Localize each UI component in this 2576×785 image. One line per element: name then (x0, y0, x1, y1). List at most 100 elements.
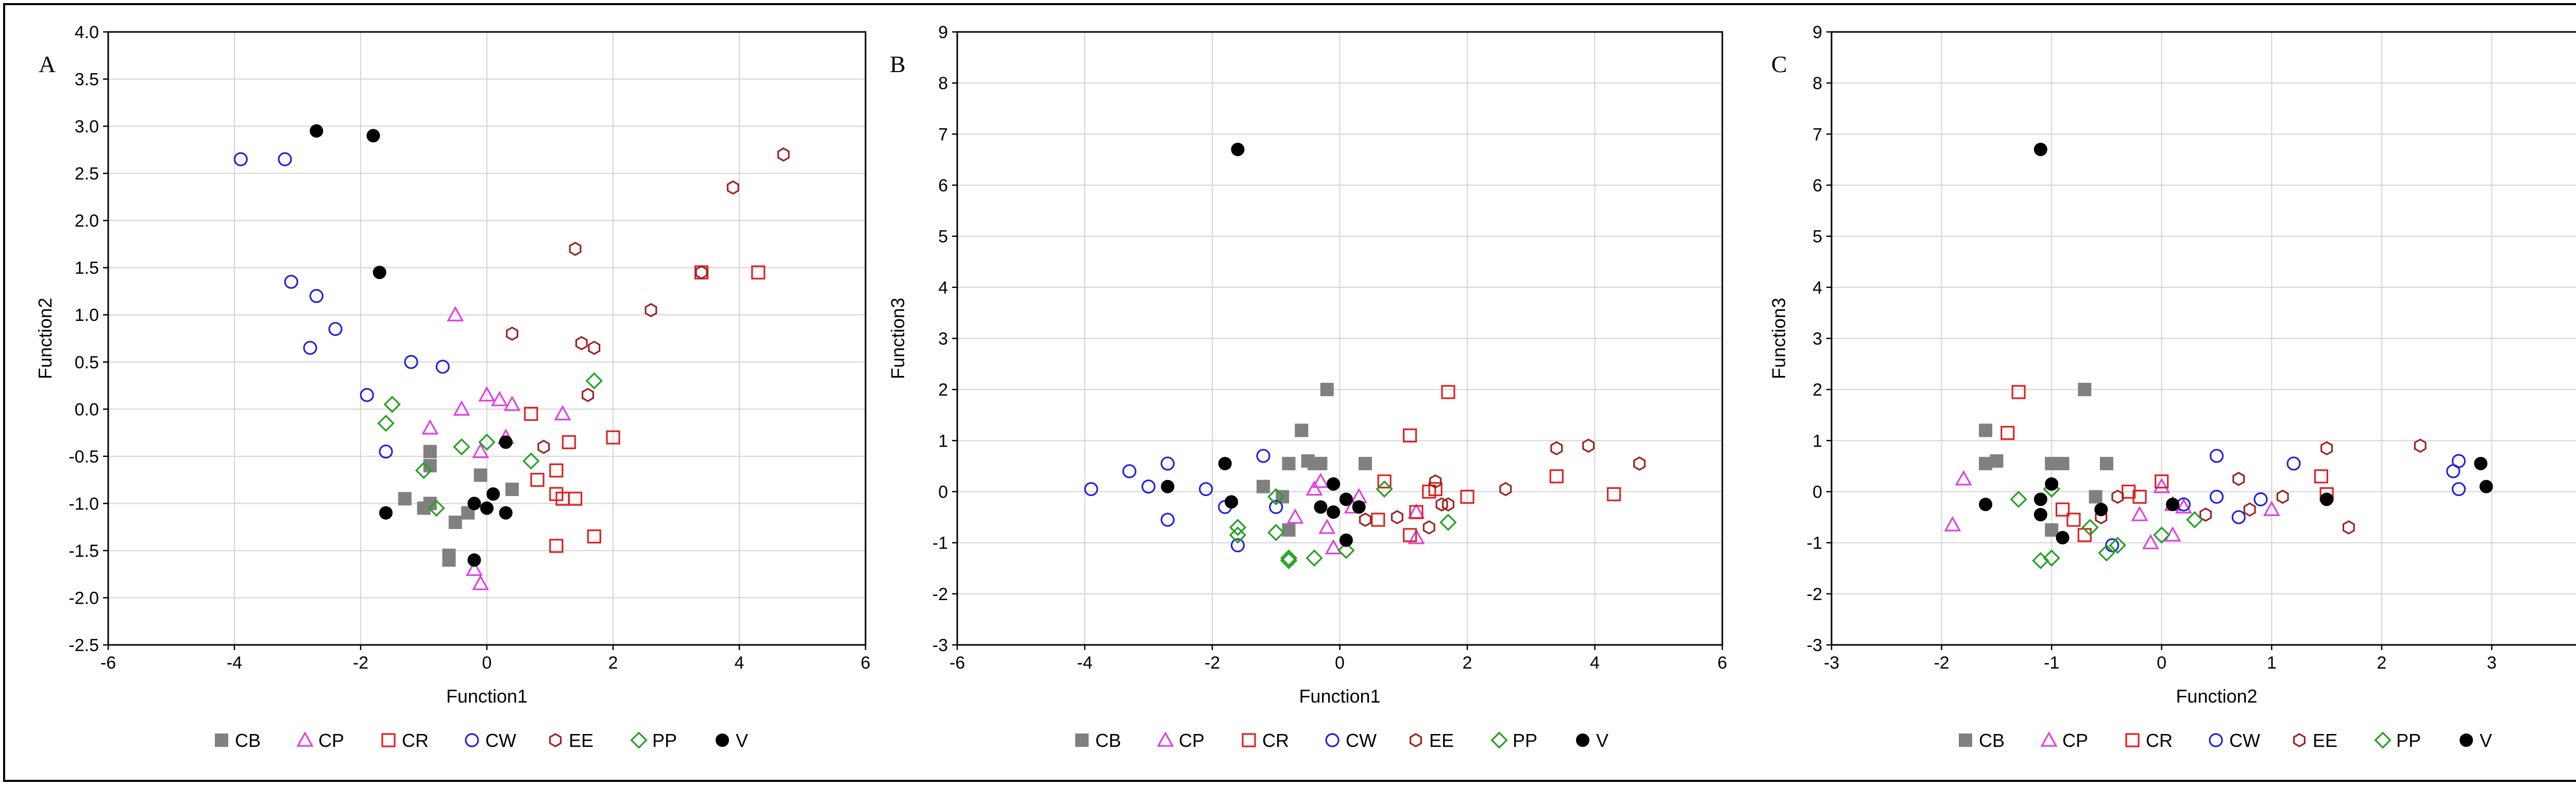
data-point-ee (2276, 489, 2289, 504)
data-point-pp (2186, 511, 2204, 528)
legend-marker-cp (2040, 731, 2058, 747)
data-point-cp (490, 390, 509, 406)
data-point-pp (2109, 536, 2126, 554)
data-point-ee (505, 326, 519, 341)
panel-b-ytick-label: -1 (933, 534, 948, 553)
panel-a-xtick-label: 2 (608, 653, 618, 673)
data-point-v (467, 497, 481, 510)
legend-label-ee: EE (569, 730, 594, 751)
data-point-cw (278, 152, 292, 166)
data-point-cw (1122, 464, 1137, 479)
data-point-cb (398, 492, 412, 506)
data-point-v (2033, 508, 2047, 522)
data-point-cb (423, 445, 437, 458)
panel-c-ytick-label: 4 (1812, 278, 1822, 298)
data-point-cp (478, 386, 496, 402)
data-point-cp (1325, 539, 1342, 555)
data-point-cw (1084, 482, 1098, 497)
panel-c-legend: CB CP CR CW EE PP V (1959, 730, 2492, 751)
panel-a-series-pp (377, 372, 603, 517)
data-point-cw (284, 275, 298, 289)
data-point-cw (2209, 489, 2224, 504)
panel-c-xtick-label: 3 (2487, 653, 2497, 673)
data-point-cr (530, 473, 545, 487)
legend-marker-v (2460, 733, 2473, 747)
panel-b-y-axis-label: Function3 (887, 298, 908, 379)
panel-a-ytick-label: -0.5 (69, 447, 99, 467)
panel-c-y-axis-label: Function3 (1768, 298, 1789, 379)
data-point-pp (1229, 526, 1247, 544)
data-point-ee (645, 303, 657, 317)
panel-a-label: A (39, 51, 56, 77)
data-point-cp (2263, 501, 2280, 516)
data-point-pp (415, 462, 433, 479)
data-point-cr (587, 529, 601, 544)
data-point-cr (549, 463, 564, 477)
data-point-cb (505, 482, 519, 496)
data-point-v (480, 501, 494, 515)
data-point-ee (1582, 438, 1595, 453)
data-point-v (1352, 500, 1366, 514)
legend-label-v: V (1596, 730, 1608, 751)
data-point-cb (448, 516, 462, 529)
panel-c-series-v (1979, 143, 2493, 544)
data-point-cp (1944, 516, 1961, 532)
panel-a-ytick-label: 2.0 (75, 211, 99, 231)
data-point-pp (1306, 549, 1323, 567)
legend-marker-ee (1410, 733, 1422, 747)
data-point-cw (328, 322, 343, 336)
legend-label-cp: CP (1179, 730, 1205, 751)
data-point-pp (1267, 488, 1285, 506)
data-point-cp (2131, 506, 2148, 521)
data-point-cw (1230, 538, 1245, 553)
data-point-v (379, 506, 393, 520)
data-point-cr (2066, 513, 2081, 527)
legend-label-v: V (736, 730, 748, 751)
data-point-cw (2451, 482, 2466, 497)
legend-marker-cw (1325, 733, 1340, 747)
legend-label-pp: PP (2396, 730, 2421, 751)
data-point-cb (1314, 456, 1328, 470)
data-point-cp (421, 419, 439, 435)
data-point-v (1231, 143, 1245, 157)
panel-a-xtick-label: -2 (353, 653, 368, 673)
panel-c-label: C (1771, 51, 1787, 77)
panel-c-series-pp (2010, 480, 2204, 570)
legend-marker-pp (630, 731, 648, 749)
panel-c-points (1944, 143, 2493, 570)
legend-label-cr: CR (1262, 730, 1289, 751)
data-point-cr (549, 539, 564, 553)
data-point-cb (473, 468, 487, 482)
panel-c-xtick-label: 0 (2157, 653, 2166, 673)
data-point-cb (1295, 423, 1309, 437)
data-point-ee (1442, 497, 1454, 512)
data-point-cb (2045, 523, 2059, 537)
panel-a-y-axis-label: Function2 (35, 298, 56, 379)
panel-a-x-axis-label: Function1 (446, 686, 528, 707)
data-point-cw (2286, 456, 2301, 471)
data-point-cw (1141, 479, 1156, 494)
panel-c-ytick-label: 6 (1812, 176, 1822, 196)
panel-b-series-pp (1229, 480, 1457, 570)
data-point-v (2045, 477, 2059, 491)
panel-a-xtick-label: -4 (227, 653, 242, 673)
panel-b-x-axis-label: Function1 (1299, 686, 1380, 707)
data-point-ee (1499, 482, 1512, 497)
panel-b-ytick-label: 8 (938, 74, 948, 93)
data-point-cp (472, 442, 489, 458)
data-point-v (1327, 477, 1341, 491)
data-point-cw (2253, 492, 2268, 506)
panel-b-xtick-label: -6 (950, 653, 965, 673)
panel-a-points (233, 124, 790, 590)
data-point-v (372, 265, 386, 279)
data-point-cr (1441, 385, 1455, 399)
panel-a-ytick-label: -2.5 (69, 636, 99, 655)
data-point-cr (1377, 474, 1392, 489)
data-point-v (1225, 495, 1239, 509)
data-point-cp (447, 306, 464, 321)
data-point-ee (1435, 497, 1448, 512)
legend-label-cb: CB (235, 730, 261, 751)
data-point-pp (2043, 549, 2060, 567)
data-point-cp (2175, 498, 2192, 514)
